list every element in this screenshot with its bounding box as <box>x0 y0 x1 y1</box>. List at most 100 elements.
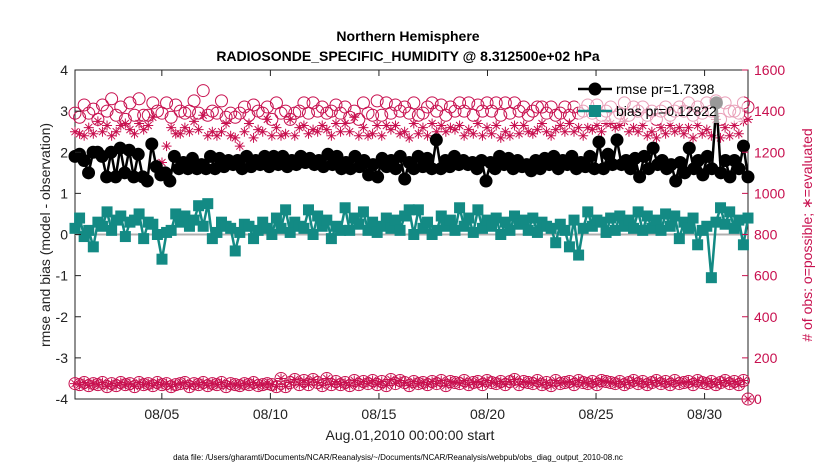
obs-evaluated-point <box>514 379 525 390</box>
obs-evaluated-point <box>596 375 607 386</box>
obs-possible-point <box>187 94 201 108</box>
bias-point <box>577 222 589 234</box>
bias-point <box>252 224 264 236</box>
obs-evaluated-point <box>330 376 341 387</box>
obs-possible-point <box>668 373 682 387</box>
y-right-tick-label: 200 <box>754 350 778 366</box>
bias-point <box>737 239 749 251</box>
obs-possible-point <box>215 94 229 108</box>
obs-evaluated-point <box>660 128 671 139</box>
bias-point <box>632 206 644 218</box>
obs-evaluated-point <box>175 378 186 389</box>
obs-evaluated-point <box>504 376 515 387</box>
y-left-tick-label: 1 <box>60 185 68 201</box>
bias-point <box>595 216 607 228</box>
obs-evaluated-point <box>582 122 593 133</box>
bias-point <box>673 233 685 245</box>
bias-point <box>106 224 118 236</box>
bias-point <box>618 220 630 232</box>
bias-point <box>559 224 571 236</box>
obs-evaluated-point <box>440 126 451 137</box>
obs-evaluated-point <box>678 128 689 139</box>
obs-evaluated-point <box>523 126 534 137</box>
rmse-point <box>583 149 597 163</box>
obs-evaluated-point <box>239 126 250 137</box>
bias-point <box>637 224 649 236</box>
obs-evaluated-point <box>257 379 268 390</box>
obs-evaluated-point <box>358 376 369 387</box>
bias-point <box>307 229 319 240</box>
obs-evaluated-point <box>225 378 236 389</box>
bias-point <box>138 233 150 245</box>
obs-possible-point <box>311 104 325 118</box>
bias-point <box>509 210 521 222</box>
y-right-tick-label: 600 <box>754 268 778 284</box>
rmse-point <box>624 162 638 176</box>
obs-possible-point <box>732 378 746 392</box>
bias-point <box>129 214 141 226</box>
obs-evaluated-point <box>500 379 511 390</box>
obs-evaluated-point <box>349 112 360 123</box>
rmse-point <box>741 170 755 184</box>
obs-possible-point <box>219 380 233 394</box>
obs-evaluated-point <box>559 126 570 137</box>
obs-possible-point <box>544 379 558 393</box>
rmse-point <box>736 139 750 153</box>
x-axis-label: Aug.01,2010 00:00:00 start <box>326 427 495 443</box>
obs-evaluated-point <box>445 122 456 133</box>
obs-evaluated-point <box>610 122 621 133</box>
bias-point <box>650 214 662 226</box>
legend-box <box>578 77 744 123</box>
obs-evaluated-point <box>523 377 534 388</box>
obs-evaluated-point <box>408 376 419 387</box>
obs-evaluated-point <box>532 124 543 135</box>
obs-evaluated-point <box>189 116 200 127</box>
rmse-point <box>82 166 96 180</box>
obs-evaluated-point <box>221 118 232 129</box>
bias-point <box>586 220 598 232</box>
data-file-footer: data file: /Users/gharamti/Documents/NCA… <box>173 453 623 462</box>
obs-evaluated-point <box>518 120 529 131</box>
bias-point <box>147 218 159 230</box>
obs-evaluated-point <box>623 377 634 388</box>
obs-evaluated-point <box>614 376 625 387</box>
obs-evaluated-point <box>660 376 671 387</box>
obs-possible-point <box>421 100 435 114</box>
obs-evaluated-point <box>706 376 717 387</box>
obs-evaluated-point <box>733 128 744 139</box>
bias-point <box>353 218 365 230</box>
obs-evaluated-point <box>500 126 511 137</box>
obs-possible-point <box>375 108 389 122</box>
bias-point <box>687 212 699 224</box>
bias-point <box>568 214 580 226</box>
obs-evaluated-point <box>79 130 90 141</box>
obs-evaluated-point <box>202 380 213 391</box>
obs-evaluated-point <box>715 132 726 143</box>
obs-evaluated-point <box>477 379 488 390</box>
obs-evaluated-point <box>642 130 653 141</box>
obs-evaluated-point <box>83 122 94 133</box>
obs-evaluated-point <box>70 378 80 389</box>
bias-point <box>156 253 168 265</box>
obs-evaluated-point <box>413 378 424 389</box>
bias-point <box>518 214 530 226</box>
obs-evaluated-point <box>573 375 584 386</box>
obs-evaluated-point <box>743 114 753 125</box>
obs-evaluated-point <box>266 379 277 390</box>
obs-evaluated-point <box>143 120 154 131</box>
obs-possible-point <box>279 104 293 118</box>
obs-evaluated-point <box>294 379 305 390</box>
obs-evaluated-point <box>417 122 428 133</box>
obs-evaluated-point <box>472 376 483 387</box>
obs-evaluated-point <box>353 379 364 390</box>
obs-evaluated-point <box>239 378 250 389</box>
obs-evaluated-point <box>642 379 653 390</box>
rmse-point <box>637 149 651 163</box>
bias-point <box>499 216 511 228</box>
obs-evaluated-point <box>216 126 227 137</box>
obs-evaluated-point <box>147 380 158 391</box>
bias-point <box>234 226 246 238</box>
bias-point <box>495 229 507 240</box>
bias-point <box>417 222 429 234</box>
bias-point <box>600 226 612 238</box>
